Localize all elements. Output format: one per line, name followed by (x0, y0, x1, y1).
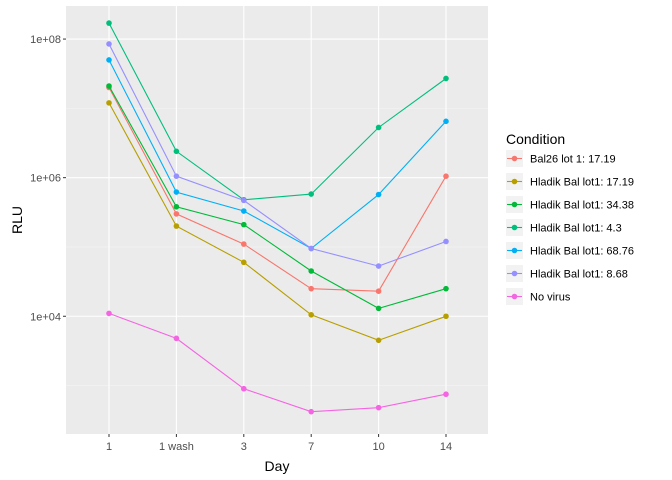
data-point (241, 259, 247, 266)
data-point (173, 203, 180, 210)
data-point (443, 118, 449, 125)
data-point (173, 211, 180, 217)
y-tick-label: 1e+08 (30, 34, 61, 46)
legend-label: Hladik Bal lot1: 34.38 (530, 200, 634, 212)
data-point (241, 221, 247, 228)
data-point (308, 191, 315, 197)
data-point (443, 173, 449, 179)
legend-key-point (511, 201, 518, 208)
series-line (108, 102, 447, 341)
legend-key-point (511, 224, 518, 231)
legend: Condition Bal26 lot 1: 17.19 Hladik Bal l… (506, 131, 634, 305)
data-point (443, 238, 449, 245)
data-point (106, 41, 112, 47)
data-point (308, 245, 315, 252)
series-line (108, 59, 447, 250)
data-point (106, 57, 112, 63)
legend-label: No virus (530, 292, 571, 304)
x-tick-label: 1 (106, 441, 112, 453)
data-point (443, 75, 449, 82)
data-point (375, 337, 382, 344)
data-point (173, 173, 180, 179)
x-axis-title: Day (265, 458, 290, 474)
plot-background (66, 6, 488, 434)
y-axis: 1e+04 1e+06 1e+08 (30, 34, 66, 323)
data-point (308, 408, 315, 415)
data-point (375, 404, 382, 411)
series-line (108, 43, 447, 267)
data-point (241, 385, 247, 392)
x-tick-label: 7 (308, 441, 314, 453)
x-tick-label: 3 (241, 441, 247, 453)
legend-key-point (511, 247, 518, 254)
legend-key-point (511, 155, 518, 162)
data-point (106, 310, 112, 317)
data-point (375, 305, 382, 312)
y-axis-title: RLU (9, 206, 25, 234)
data-point (173, 148, 180, 155)
data-point (443, 313, 449, 320)
legend-key-point (511, 178, 518, 185)
data-point (308, 268, 315, 274)
data-point (375, 288, 382, 294)
x-tick-label: 1 wash (159, 441, 194, 453)
data-point (173, 335, 180, 342)
data-point (443, 285, 449, 292)
data-point (375, 263, 382, 269)
series-line (108, 22, 447, 201)
y-tick-label: 1e+04 (30, 311, 61, 323)
legend-label: Hladik Bal lot1: 17.19 (530, 177, 634, 189)
data-point (308, 285, 315, 292)
data-point (173, 189, 180, 195)
series-line (108, 312, 447, 413)
x-tick-label: 14 (440, 441, 452, 453)
data-point (106, 100, 112, 106)
series-layer (106, 20, 449, 415)
data-point (443, 391, 449, 398)
y-tick-label: 1e+06 (30, 173, 61, 185)
series-line (108, 87, 447, 292)
legend-label: Hladik Bal lot1: 4.3 (530, 223, 622, 235)
legend-key-point (511, 270, 518, 277)
legend-label: Hladik Bal lot1: 68.76 (530, 246, 634, 258)
legend-title: Condition (506, 131, 565, 147)
data-point (375, 191, 382, 198)
legend-key-point (511, 293, 518, 300)
data-point (241, 197, 247, 204)
data-point (375, 124, 382, 131)
data-point (241, 241, 247, 247)
legend-label: Bal26 lot 1: 17.19 (530, 154, 616, 166)
data-point (106, 20, 112, 26)
data-point (106, 83, 112, 89)
x-axis: 1 1 wash 3 7 10 14 (106, 434, 452, 453)
data-point (173, 223, 180, 229)
series-line (108, 85, 447, 309)
x-tick-label: 10 (372, 441, 384, 453)
legend-label: Hladik Bal lot1: 8.68 (530, 269, 628, 281)
data-point (308, 311, 315, 318)
data-point (241, 208, 247, 214)
